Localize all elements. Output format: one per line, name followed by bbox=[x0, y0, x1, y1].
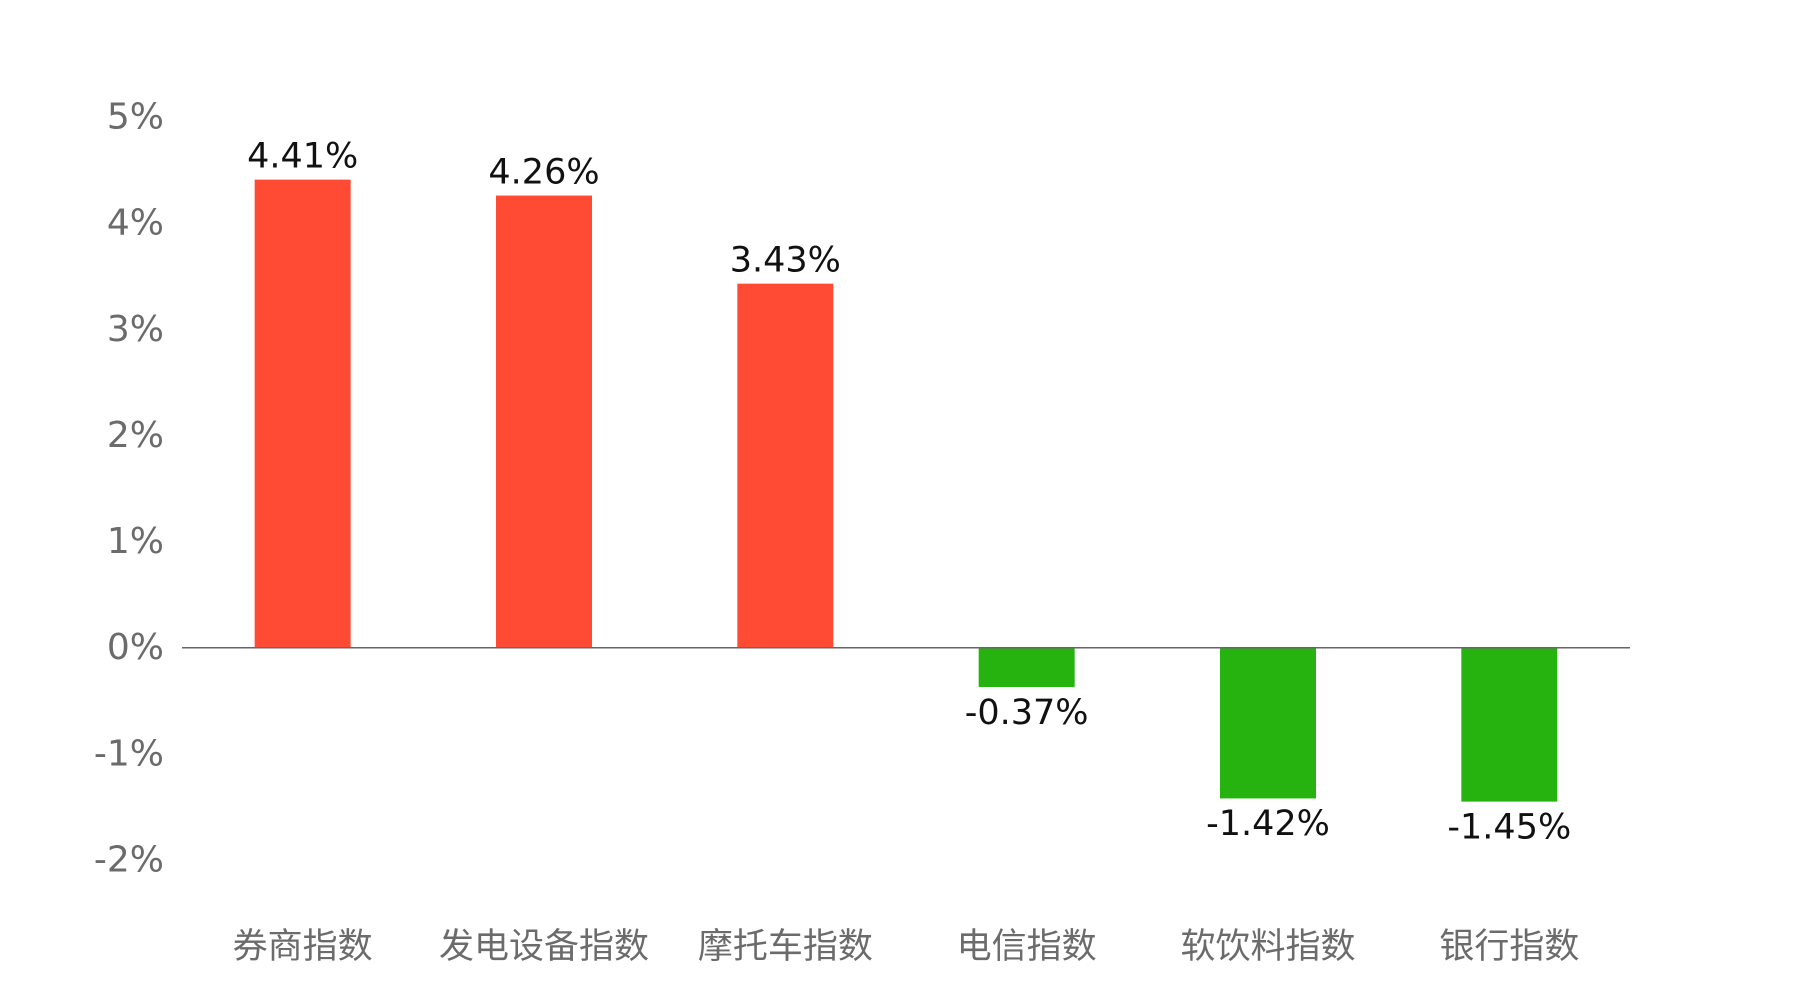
data-labels: 4.41% 4.26% 3.43% -0.37% -1.42% -1.45% bbox=[247, 137, 1571, 848]
y-tick-label: 3% bbox=[107, 309, 164, 350]
y-tick-label: -1% bbox=[94, 733, 164, 774]
y-axis-labels: 5% 4% 3% 2% 1% 0% -1% -2% bbox=[94, 97, 164, 881]
bars bbox=[254, 179, 1558, 802]
data-label: 4.26% bbox=[488, 153, 599, 193]
data-label: -0.37% bbox=[965, 693, 1089, 733]
bar bbox=[496, 195, 592, 648]
x-tick-label: 券商指数 bbox=[233, 927, 373, 967]
y-tick-label: 0% bbox=[107, 627, 164, 668]
y-tick-label: 4% bbox=[107, 203, 164, 244]
x-axis-labels: 券商指数 发电设备指数 摩托车指数 电信指数 软饮料指数 银行指数 bbox=[233, 927, 1580, 967]
bar bbox=[1461, 647, 1558, 802]
data-label: 3.43% bbox=[730, 241, 841, 281]
bar bbox=[1220, 647, 1316, 799]
x-tick-label: 电信指数 bbox=[957, 927, 1097, 967]
y-tick-label: 1% bbox=[107, 521, 164, 562]
x-tick-label: 软饮料指数 bbox=[1180, 927, 1355, 967]
bar bbox=[737, 283, 834, 648]
bar bbox=[978, 647, 1075, 687]
bar bbox=[254, 179, 351, 648]
data-label: -1.45% bbox=[1447, 807, 1571, 847]
y-tick-label: -2% bbox=[94, 840, 164, 881]
data-label: -1.42% bbox=[1206, 804, 1330, 844]
y-tick-label: 2% bbox=[107, 415, 164, 456]
x-tick-label: 摩托车指数 bbox=[698, 927, 873, 967]
data-label: 4.41% bbox=[247, 137, 358, 177]
x-tick-label: 发电设备指数 bbox=[439, 927, 649, 967]
x-tick-label: 银行指数 bbox=[1439, 927, 1579, 967]
y-tick-label: 5% bbox=[107, 97, 164, 138]
